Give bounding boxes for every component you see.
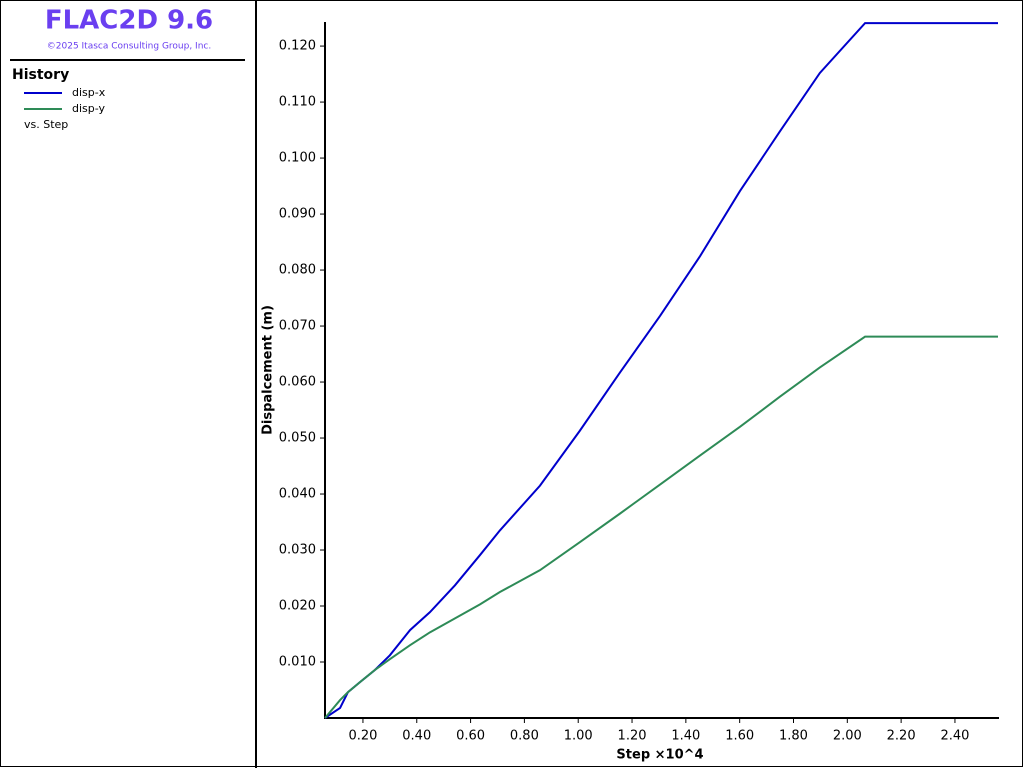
series-line: [324, 335, 998, 719]
section-title: History: [12, 67, 69, 83]
x-tick-label: 1.00: [564, 729, 593, 744]
app-title: FLAC2D 9.6: [45, 6, 213, 36]
x-tick-label: 1.20: [618, 729, 647, 744]
legend-label: disp-x: [72, 86, 106, 99]
x-tick-label: 0.60: [456, 729, 485, 744]
legend-label: disp-y: [72, 102, 106, 115]
y-tick-label: 0.100: [279, 151, 316, 166]
y-tick-label: 0.040: [279, 487, 316, 502]
y-tick-label: 0.010: [279, 655, 316, 670]
y-tick-label: 0.020: [279, 599, 316, 614]
x-axis-title: Step ×10^4: [616, 748, 703, 763]
y-tick-label: 0.030: [279, 543, 316, 558]
x-tick-label: 1.80: [779, 729, 808, 744]
legend: disp-x disp-y: [24, 86, 106, 115]
y-tick-label: 0.070: [279, 319, 316, 334]
x-tick-label: 0.20: [348, 729, 377, 744]
x-tick-label: 0.80: [510, 729, 539, 744]
y-tick-label: 0.080: [279, 263, 316, 278]
y-tick-label: 0.060: [279, 375, 316, 390]
vs-label: vs. Step: [24, 118, 68, 131]
copyright: ©2025 Itasca Consulting Group, Inc.: [47, 42, 211, 52]
x-tick-label: 0.40: [402, 729, 431, 744]
y-tick-label: 0.050: [279, 431, 316, 446]
x-tick-label: 2.20: [887, 729, 916, 744]
x-tick-label: 1.60: [725, 729, 754, 744]
x-tick-label: 2.00: [833, 729, 862, 744]
y-tick-label: 0.110: [279, 95, 316, 110]
y-axis-title: Dispalcement (m): [261, 305, 276, 435]
y-tick-label: 0.120: [279, 39, 316, 54]
x-tick-label: 1.40: [671, 729, 700, 744]
x-tick-label: 2.40: [940, 729, 969, 744]
y-tick-label: 0.090: [279, 207, 316, 222]
